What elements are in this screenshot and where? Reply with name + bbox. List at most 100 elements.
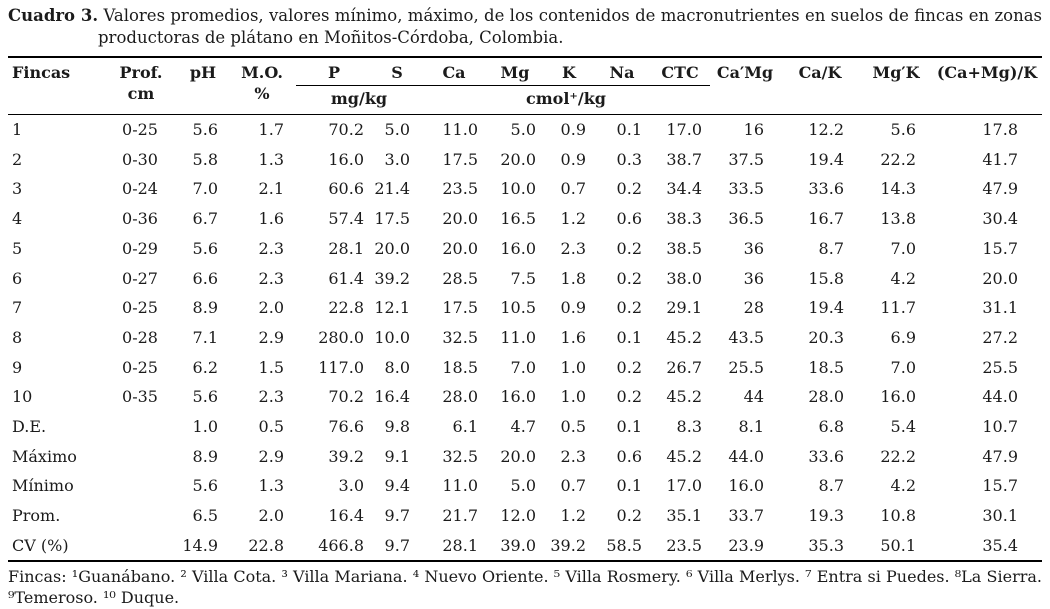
cell-ph: 6.6 [192, 268, 218, 288]
cell-ca-mg-k: 35.4 [982, 535, 1018, 555]
cell-ca-mg-k: 44.0 [982, 387, 1018, 407]
cell-s: 20.0 [374, 238, 410, 258]
cell-mo: 2.0 [258, 506, 284, 525]
cell-ca-mg: 23.9 [728, 535, 764, 555]
cell-p: 70.2 [328, 387, 364, 407]
cell-ca-k: 12.2 [808, 120, 844, 140]
cell-ph: 6.2 [192, 357, 218, 377]
cell-ctc: 8.3 [676, 416, 702, 436]
cell-prof: 0-25 [122, 120, 158, 140]
cell-ca-mg: 33.7 [728, 506, 764, 525]
cell-s: 9.4 [384, 476, 410, 496]
cell-ca-mg: 37.5 [728, 149, 764, 169]
cell-ctc: 23.5 [666, 535, 702, 555]
macronutrients-table: Fincas Prof. cm pH M.O. % P S Ca Mg K Na… [8, 55, 1042, 563]
col-header-ca-mg: Ca′Mg [716, 62, 774, 82]
cell-mo: 2.9 [258, 327, 284, 347]
cell-ca: 23.5 [442, 179, 478, 199]
cell-ca: 28.1 [442, 535, 478, 555]
cell-ca-mg-k: 15.7 [982, 238, 1018, 258]
cell-prof: 0-25 [122, 298, 158, 318]
cell-mo: 2.3 [258, 268, 284, 288]
cell-ctc: 38.5 [666, 238, 702, 258]
cell-s: 8.0 [384, 357, 410, 377]
cell-mo: 1.3 [258, 149, 284, 169]
cell-p: 61.4 [328, 268, 364, 288]
col-header-mo: M.O. % [241, 62, 283, 104]
cell-na: 0.1 [616, 476, 642, 496]
cell-ctc: 17.0 [666, 120, 702, 140]
cell-ctc: 45.2 [666, 387, 702, 407]
cell-mo: 2.9 [258, 446, 284, 466]
cell-mg: 5.0 [510, 120, 536, 140]
unit-header-cmol-kg: cmol⁺/kg [422, 85, 710, 115]
cell-mg-k: 7.0 [890, 357, 916, 377]
cell-ca-k: 19.4 [808, 298, 844, 318]
cell-p: 16.0 [328, 149, 364, 169]
cell-ctc: 38.0 [666, 268, 702, 288]
cell-ctc: 17.0 [666, 476, 702, 496]
row-label: D.E. [12, 416, 47, 436]
cell-ca-k: 18.5 [808, 357, 844, 377]
cell-ctc: 45.2 [666, 327, 702, 347]
cell-ph: 5.6 [192, 238, 218, 258]
cell-mg-k: 50.1 [880, 535, 916, 555]
cell-k: 0.5 [560, 416, 586, 436]
cell-ca-k: 8.7 [818, 476, 844, 496]
cell-p: 117.0 [318, 357, 364, 377]
unit-header-mg-kg: mg/kg [296, 85, 422, 115]
cell-ca-mg: 16.0 [728, 476, 764, 496]
table-row: 4 0-36 6.7 1.6 57.4 17.5 20.0 16.5 1.2 0.6 38.3 36.… [8, 204, 1042, 234]
cell-ph: 5.6 [192, 387, 218, 407]
cell-ca: 20.0 [442, 209, 478, 229]
cell-ca: 17.5 [442, 149, 478, 169]
table-row: 5 0-29 5.6 2.3 28.1 20.0 20.0 16.0 2.3 0.2 38.5 36 8… [8, 233, 1042, 263]
row-label: Prom. [12, 506, 61, 525]
cell-ca: 21.7 [442, 506, 478, 525]
cell-mg: 5.0 [510, 476, 536, 496]
cell-mo: 1.3 [258, 476, 284, 496]
table-row: Prom. 6.5 2.0 16.4 9.7 21.7 12.0 1.2 0.2 35.1 33.7… [8, 501, 1042, 531]
col-header-prof-cm: Prof. cm [119, 62, 163, 104]
cell-ca-mg: 16 [743, 120, 764, 140]
cell-prof: 0-36 [122, 209, 158, 229]
cell-ca-mg-k: 47.9 [982, 179, 1018, 199]
cell-k: 0.9 [560, 298, 586, 318]
cell-k: 1.8 [560, 268, 586, 288]
cell-ca-k: 19.3 [808, 506, 844, 525]
cell-mg: 16.5 [500, 209, 536, 229]
cell-ph: 14.9 [182, 535, 218, 555]
cell-ca-k: 8.7 [818, 238, 844, 258]
cell-k: 2.3 [560, 238, 586, 258]
cell-ph: 6.5 [192, 506, 218, 525]
cell-ca-k: 19.4 [808, 149, 844, 169]
cell-prof [104, 441, 178, 471]
cell-ca-k: 16.7 [808, 209, 844, 229]
cell-ca-k: 15.8 [808, 268, 844, 288]
cell-ph: 7.1 [192, 327, 218, 347]
row-label: 9 [12, 357, 23, 377]
cell-mg: 39.0 [500, 535, 536, 555]
cell-mg: 20.0 [500, 446, 536, 466]
table-caption: Cuadro 3. Valores promedios, valores mín… [8, 5, 1042, 49]
cell-mg: 4.7 [510, 416, 536, 436]
cell-prof: 0-28 [122, 327, 158, 347]
cell-p: 28.1 [328, 238, 364, 258]
col-header-ca-k: Ca/K [798, 62, 842, 82]
cell-prof [104, 412, 178, 442]
cell-ca-mg: 44 [743, 387, 764, 407]
cell-ca-mg-k: 30.1 [982, 506, 1018, 525]
cell-mg: 10.0 [500, 179, 536, 199]
cell-s: 10.0 [374, 327, 410, 347]
row-label: 2 [12, 149, 23, 169]
cell-mg-k: 5.6 [890, 120, 916, 140]
cell-na: 0.2 [616, 268, 642, 288]
row-label: 7 [12, 298, 23, 318]
cell-mo: 1.5 [258, 357, 284, 377]
row-label: Mínimo [12, 476, 74, 496]
cell-ca-k: 20.3 [808, 327, 844, 347]
cell-ph: 8.9 [192, 446, 218, 466]
cell-k: 39.2 [550, 535, 586, 555]
col-header-mg-k: Mg′K [872, 62, 920, 82]
cell-prof: 0-35 [122, 387, 158, 407]
